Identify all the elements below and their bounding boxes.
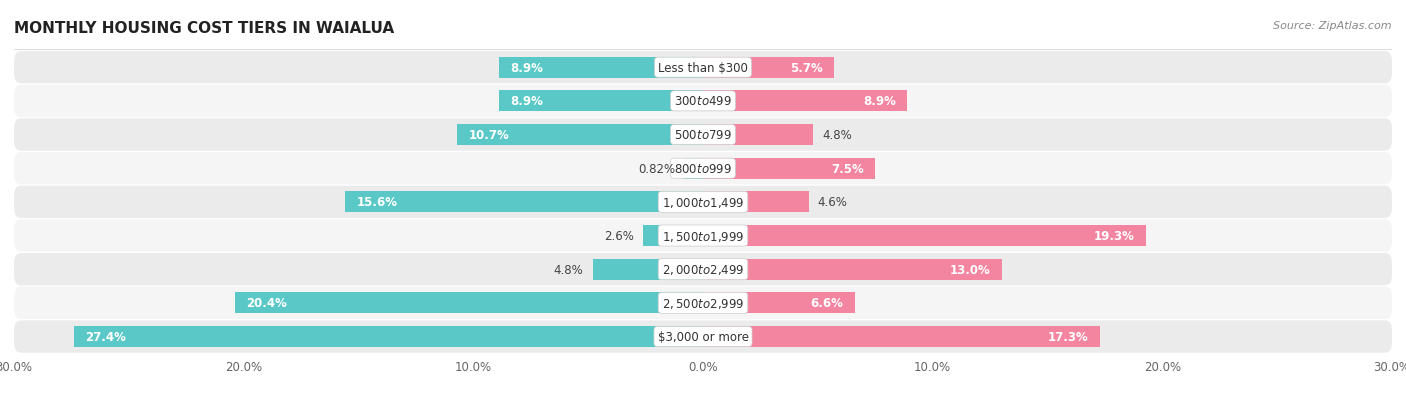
Text: MONTHLY HOUSING COST TIERS IN WAIALUA: MONTHLY HOUSING COST TIERS IN WAIALUA <box>14 21 394 36</box>
Text: Less than $300: Less than $300 <box>658 62 748 74</box>
FancyBboxPatch shape <box>14 186 1392 218</box>
FancyBboxPatch shape <box>14 320 1392 353</box>
Bar <box>685 158 703 179</box>
Bar <box>703 326 1101 347</box>
FancyBboxPatch shape <box>14 153 1392 185</box>
Text: 7.5%: 7.5% <box>831 162 863 175</box>
Text: 20.4%: 20.4% <box>246 297 287 310</box>
Bar <box>499 91 703 112</box>
FancyBboxPatch shape <box>14 220 1392 252</box>
FancyBboxPatch shape <box>14 85 1392 118</box>
FancyBboxPatch shape <box>14 287 1392 319</box>
Text: $2,500 to $2,999: $2,500 to $2,999 <box>662 296 744 310</box>
Bar <box>703 192 808 213</box>
Bar <box>344 192 703 213</box>
Bar <box>593 259 703 280</box>
Text: $3,000 or more: $3,000 or more <box>658 330 748 343</box>
Text: 19.3%: 19.3% <box>1094 230 1135 242</box>
Text: $300 to $499: $300 to $499 <box>673 95 733 108</box>
Text: 4.6%: 4.6% <box>818 196 848 209</box>
Text: Source: ZipAtlas.com: Source: ZipAtlas.com <box>1274 21 1392 31</box>
Bar <box>703 293 855 313</box>
Text: $800 to $999: $800 to $999 <box>673 162 733 175</box>
Text: 6.6%: 6.6% <box>810 297 844 310</box>
Bar <box>499 58 703 78</box>
Text: 5.7%: 5.7% <box>790 62 823 74</box>
Bar <box>73 326 703 347</box>
Text: 8.9%: 8.9% <box>510 95 543 108</box>
Text: $1,500 to $1,999: $1,500 to $1,999 <box>662 229 744 243</box>
Text: 8.9%: 8.9% <box>510 62 543 74</box>
FancyBboxPatch shape <box>14 52 1392 84</box>
Bar <box>235 293 703 313</box>
FancyBboxPatch shape <box>14 254 1392 286</box>
Text: 27.4%: 27.4% <box>86 330 127 343</box>
Legend: Owner-occupied, Renter-occupied: Owner-occupied, Renter-occupied <box>565 412 841 413</box>
Text: 15.6%: 15.6% <box>356 196 398 209</box>
Bar <box>703 58 834 78</box>
Bar <box>703 225 1146 247</box>
Text: $500 to $799: $500 to $799 <box>673 129 733 142</box>
Bar <box>703 158 875 179</box>
Text: 2.6%: 2.6% <box>605 230 634 242</box>
Text: $1,000 to $1,499: $1,000 to $1,499 <box>662 195 744 209</box>
Text: 4.8%: 4.8% <box>823 129 852 142</box>
FancyBboxPatch shape <box>14 119 1392 151</box>
Text: 0.82%: 0.82% <box>638 162 675 175</box>
Bar <box>457 125 703 146</box>
Text: 8.9%: 8.9% <box>863 95 896 108</box>
Bar <box>703 91 907 112</box>
Text: 10.7%: 10.7% <box>468 129 509 142</box>
Bar <box>703 125 813 146</box>
Bar <box>644 225 703 247</box>
Text: 13.0%: 13.0% <box>949 263 990 276</box>
Text: 4.8%: 4.8% <box>554 263 583 276</box>
Text: $2,000 to $2,499: $2,000 to $2,499 <box>662 263 744 277</box>
Bar <box>703 259 1001 280</box>
Text: 17.3%: 17.3% <box>1047 330 1088 343</box>
